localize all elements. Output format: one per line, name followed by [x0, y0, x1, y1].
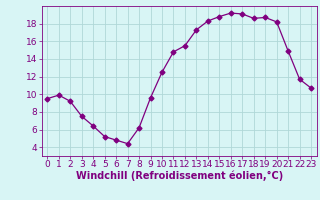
X-axis label: Windchill (Refroidissement éolien,°C): Windchill (Refroidissement éolien,°C) [76, 171, 283, 181]
